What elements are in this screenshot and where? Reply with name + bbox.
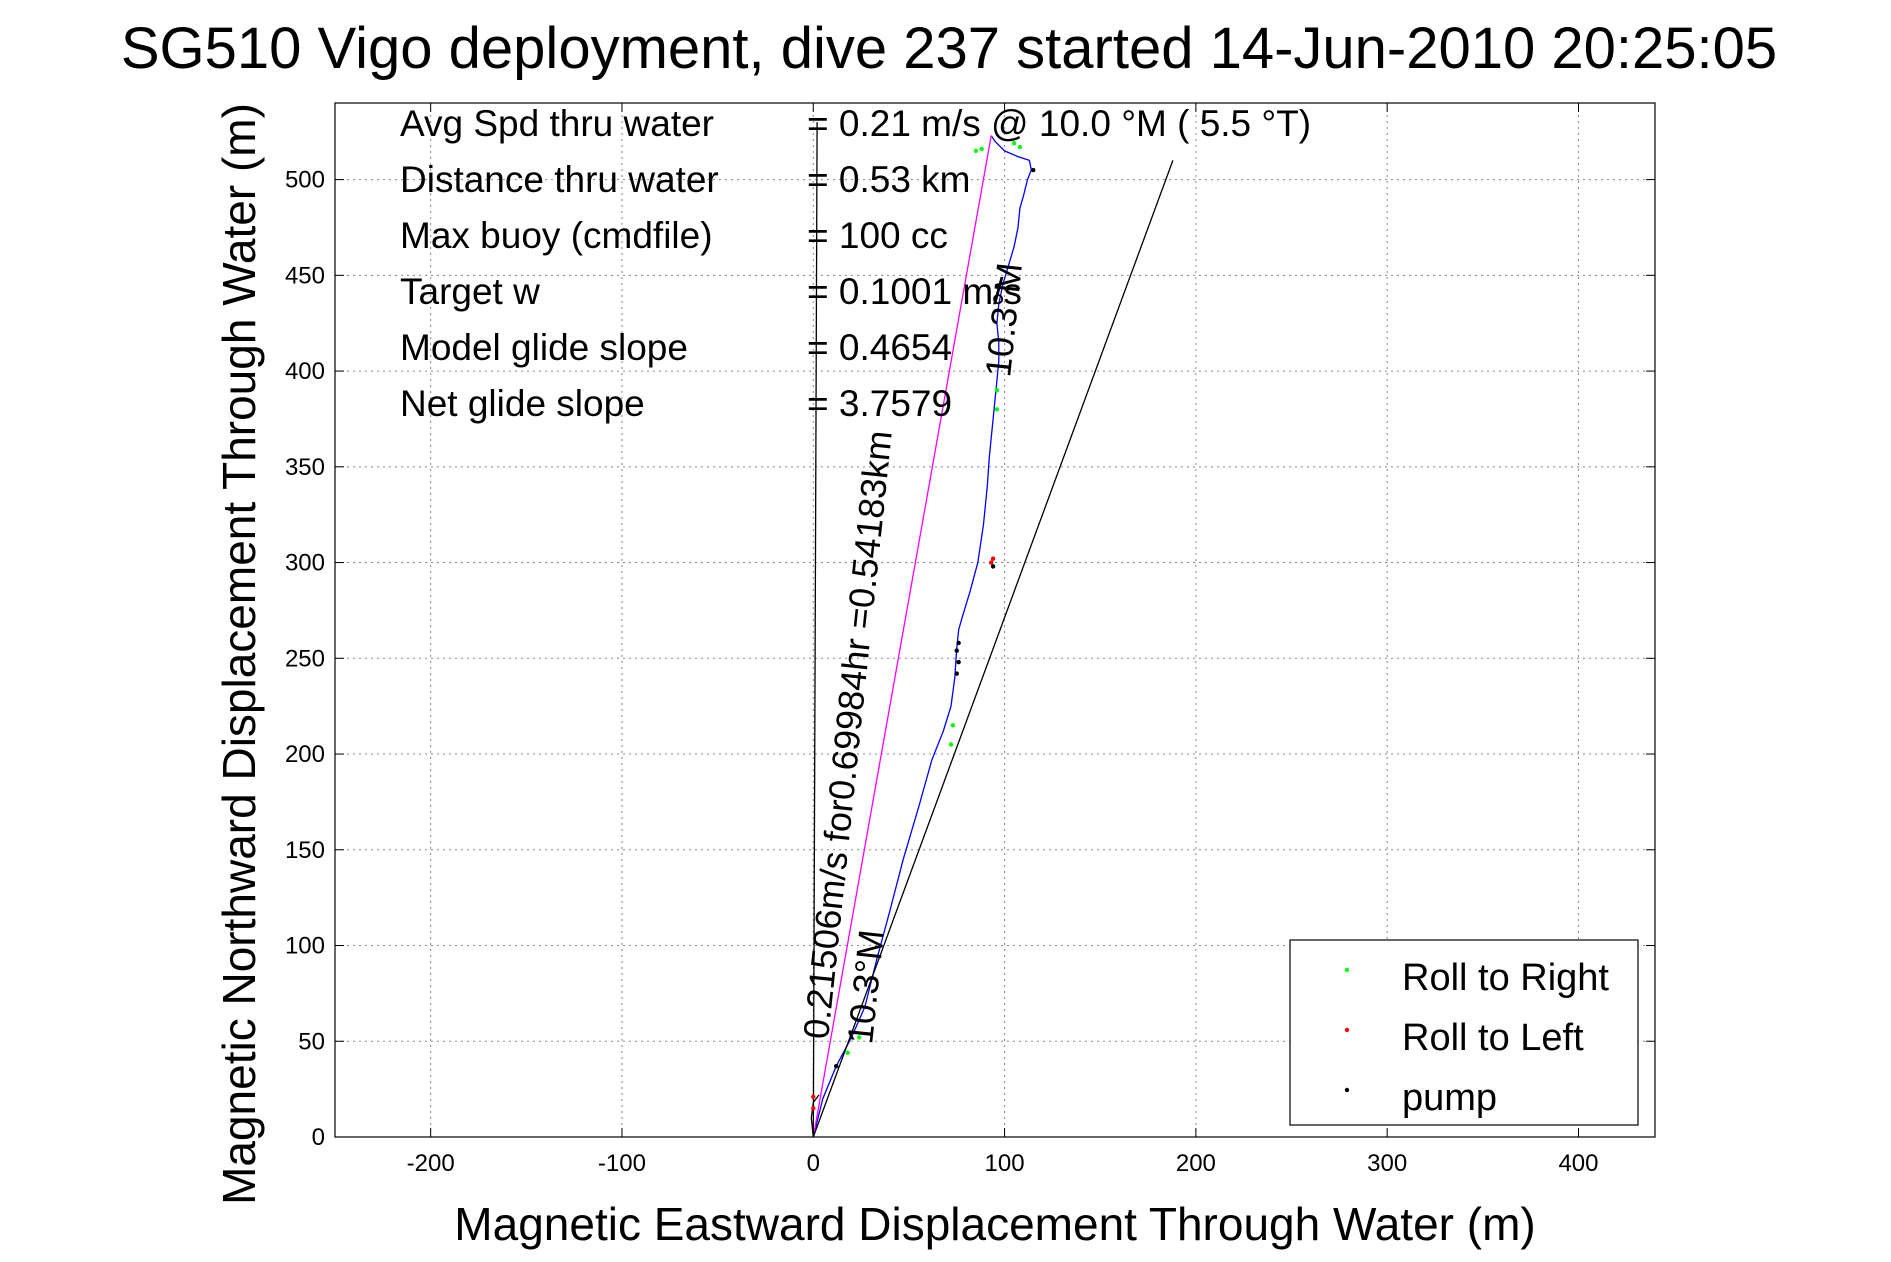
marker-pump	[954, 648, 959, 653]
x-tick-label: 400	[1558, 1150, 1598, 1177]
legend-swatch-pump	[1344, 1087, 1350, 1093]
marker-roll-to-right	[1011, 141, 1017, 146]
x-axis-label: Magnetic Eastward Displacement Through W…	[454, 1198, 1535, 1250]
stat-label: Model glide slope	[400, 327, 688, 368]
marker-roll-to-right	[1017, 144, 1023, 150]
marker-roll-to-right	[979, 146, 984, 152]
legend-box	[1289, 939, 1639, 1126]
y-tick-label: 300	[285, 550, 325, 577]
y-axis-label: Magnetic Northward Displacement Through …	[213, 103, 265, 1205]
x-tick-label: -200	[407, 1150, 455, 1177]
data-series	[810, 122, 1174, 1138]
marker-pump	[956, 659, 961, 665]
x-tick-label: 200	[1176, 1150, 1216, 1177]
series-heading-line	[812, 135, 992, 1138]
legend-label-roll-to-right: Roll to Right	[1402, 957, 1609, 999]
marker-roll-to-left	[811, 1094, 816, 1099]
marker-roll-to-left	[990, 556, 996, 561]
marker-pump	[956, 640, 961, 646]
marker-pump	[1031, 167, 1036, 173]
legend-swatch-roll-to-left	[1344, 1027, 1350, 1033]
series-track-line	[812, 135, 1032, 1138]
stat-value: = 100 cc	[807, 215, 948, 256]
x-tick-label: 300	[1367, 1150, 1407, 1177]
marker-roll-to-right	[845, 1050, 850, 1055]
marker-roll-to-left	[988, 560, 994, 565]
chart-title: SG510 Vigo deployment, dive 237 started …	[121, 16, 1777, 81]
series-glide-line	[812, 160, 1174, 1138]
legend: Roll to Right Roll to Left pump	[1289, 939, 1639, 1126]
series-vertical-line	[812, 122, 818, 1138]
marker-roll-to-right	[994, 388, 1000, 393]
stat-label: Distance thru water	[400, 159, 719, 200]
marker-roll-to-right	[950, 723, 956, 728]
marker-pump	[954, 671, 959, 676]
marker-roll-to-left	[811, 1106, 816, 1111]
stat-value: = 0.21 m/s @ 10.0 °M ( 5.5 °T)	[807, 103, 1311, 144]
x-tick-label: 100	[985, 1150, 1025, 1177]
marker-pump	[834, 1063, 839, 1069]
stat-label: Max buoy (cmdfile)	[400, 215, 713, 256]
y-tick-label: 350	[285, 454, 325, 481]
y-tick-label: 50	[298, 1028, 325, 1055]
marker-roll-to-right	[948, 742, 954, 747]
stat-value: = 0.1001 m/s	[807, 271, 1022, 312]
y-tick-label: 100	[285, 933, 325, 960]
y-tick-label: 200	[285, 741, 325, 768]
marker-pump	[990, 564, 996, 569]
legend-label-roll-to-left: Roll to Left	[1402, 1017, 1584, 1059]
x-tick-label: -100	[598, 1150, 646, 1177]
y-tick-label: 150	[285, 837, 325, 864]
x-tick-label: 0	[807, 1150, 820, 1177]
y-tick-label: 500	[285, 167, 325, 194]
marker-roll-to-right	[994, 407, 1000, 412]
stat-value: = 0.53 km	[807, 159, 971, 200]
y-tick-label: 250	[285, 645, 325, 672]
marker-roll-to-right	[973, 148, 979, 154]
plot-area-frame	[334, 102, 1656, 1138]
stat-value: = 3.7579	[807, 383, 952, 424]
y-tick-label: 450	[285, 262, 325, 289]
y-tick-label: 0	[312, 1124, 325, 1151]
legend-swatch-roll-to-right	[1344, 967, 1350, 973]
stat-value: = 0.4654	[807, 327, 952, 368]
axis-ticks: -200 -100 0 100 200 300 400 0 50 100 150 200 250 300 3…	[285, 103, 1655, 1177]
legend-label-pump: pump	[1402, 1077, 1497, 1119]
stat-label: Net glide slope	[400, 383, 645, 424]
stat-label: Target w	[400, 271, 540, 312]
stat-label: Avg Spd thru water	[400, 103, 714, 144]
marker-roll-to-right	[856, 1035, 862, 1040]
data-markers	[811, 141, 1036, 1111]
dive-stats: Avg Spd thru water = 0.21 m/s @ 10.0 °M (…	[400, 103, 1311, 424]
y-tick-label: 400	[285, 358, 325, 385]
